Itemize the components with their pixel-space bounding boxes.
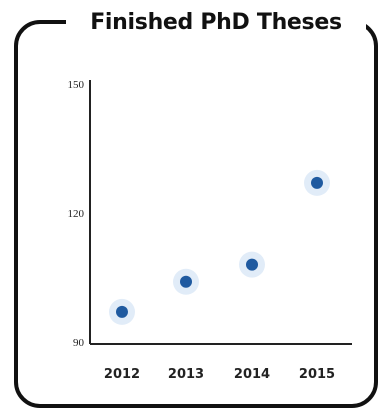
x-tick-label: 2013	[168, 367, 204, 382]
data-point	[311, 176, 323, 189]
x-tick-label: 2012	[104, 367, 140, 382]
chart-title: Finished PhD Theses	[66, 4, 366, 42]
data-point	[246, 258, 258, 271]
y-tick-labels: 150 120 90	[68, 79, 85, 349]
y-tick-label: 90	[73, 337, 85, 349]
data-points	[109, 169, 330, 325]
data-point	[180, 275, 192, 288]
data-point	[116, 305, 128, 318]
y-tick-label: 150	[68, 79, 85, 91]
y-tick-label: 120	[68, 208, 85, 220]
x-tick-label: 2015	[299, 367, 335, 382]
x-tick-labels: 2012 2013 2014 2015	[104, 367, 335, 382]
x-tick-label: 2014	[234, 367, 270, 382]
